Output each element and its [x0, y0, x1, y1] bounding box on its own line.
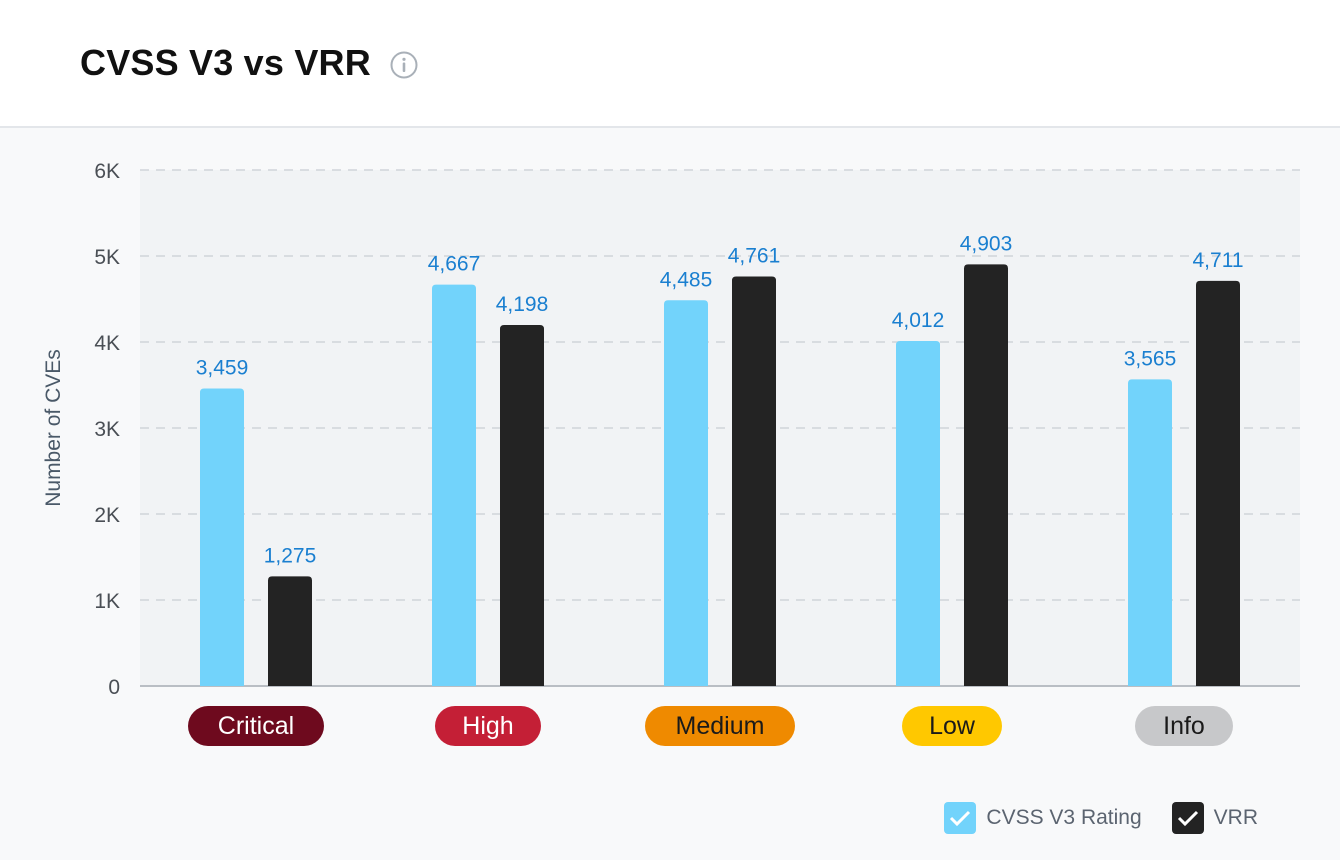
bar-cvss-v3-rating — [432, 284, 476, 686]
y-tick-label: 1K — [94, 590, 120, 613]
data-label: 4,012 — [892, 309, 945, 332]
x-tick-label: Info — [1163, 712, 1205, 740]
bar-vrr — [964, 264, 1008, 686]
legend-label: VRR — [1213, 806, 1258, 829]
y-tick-label: 4K — [94, 332, 120, 355]
chart-header: CVSS V3 vs VRR — [0, 0, 1340, 128]
data-label: 1,275 — [264, 544, 317, 567]
category-pill — [435, 706, 541, 746]
data-label: 3,459 — [196, 357, 249, 380]
category-pill — [1135, 706, 1233, 746]
chart-plot-area: 0 1K 2K 3K 4K 5K 6K Number of CVEs 3,459 1,275 Cri… — [0, 128, 1340, 860]
bar-chart: 0 1K 2K 3K 4K 5K 6K Number of CVEs 3,459 1,275 Cri… — [42, 160, 1300, 746]
bar-vrr — [500, 324, 544, 686]
data-label: 4,761 — [728, 245, 781, 268]
category-pill — [188, 706, 324, 746]
y-tick-label: 3K — [94, 418, 120, 441]
checkmark-icon — [1171, 802, 1204, 834]
data-label: 3,565 — [1124, 347, 1177, 370]
bar-vrr — [732, 276, 776, 686]
legend-item-vrr[interactable]: VRR — [1171, 802, 1258, 834]
category-pill — [645, 706, 795, 746]
data-label: 4,667 — [428, 253, 481, 276]
data-label: 4,903 — [960, 232, 1013, 255]
data-label: 4,485 — [660, 268, 713, 291]
chart-title: CVSS V3 vs VRR — [80, 42, 371, 83]
bar-vrr — [1196, 280, 1240, 686]
bar-cvss-v3-rating — [200, 388, 244, 686]
bar-cvss-v3-rating — [1128, 379, 1172, 686]
legend-label: CVSS V3 Rating — [986, 806, 1142, 829]
data-label: 4,711 — [1193, 249, 1244, 272]
category-pill — [902, 706, 1002, 746]
x-tick-label: Medium — [676, 712, 765, 740]
bar-cvss-v3-rating — [664, 300, 708, 686]
x-tick-label: High — [462, 712, 513, 740]
y-axis-label: Number of CVEs — [42, 349, 65, 507]
legend-item-cvss[interactable]: CVSS V3 Rating — [944, 802, 1142, 834]
info-circle-icon[interactable] — [389, 50, 419, 80]
x-tick-label: Low — [929, 712, 976, 740]
chart-legend: CVSS V3 Rating VRR — [914, 800, 1258, 836]
y-tick-label: 0 — [108, 676, 120, 699]
x-tick-label: Critical — [218, 712, 294, 740]
bar-cvss-v3-rating — [896, 340, 940, 686]
y-tick-label: 5K — [94, 246, 120, 269]
y-tick-label: 6K — [94, 160, 120, 183]
bar-vrr — [268, 576, 312, 686]
checkmark-icon — [944, 802, 977, 834]
data-label: 4,198 — [496, 293, 549, 316]
y-tick-label: 2K — [94, 504, 120, 527]
